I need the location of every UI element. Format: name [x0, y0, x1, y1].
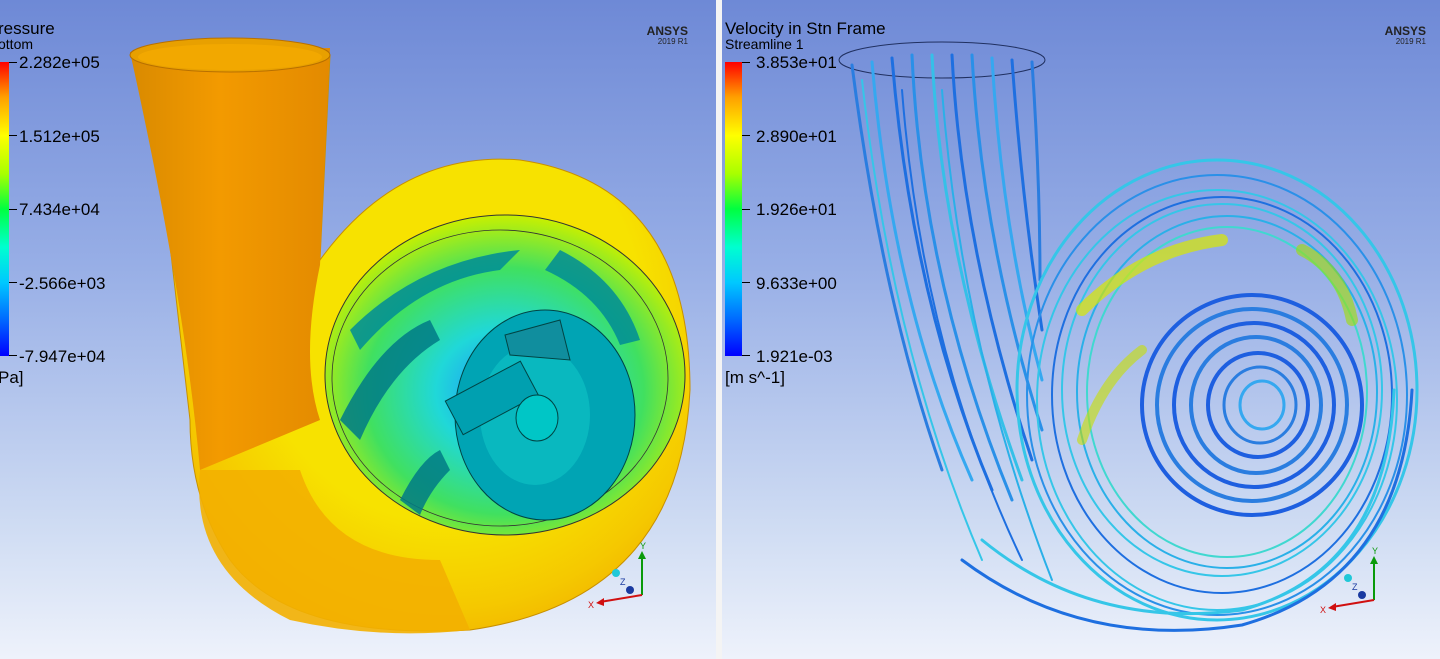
svg-text:Y: Y — [640, 541, 646, 551]
legend-label-min: -7.947e+04 — [19, 347, 106, 366]
legend-subtitle: Streamline 1 — [725, 36, 804, 52]
legend-label-3: 7.434e+04 — [19, 200, 100, 219]
panel-divider[interactable] — [716, 0, 722, 659]
legend-label-min: 1.921e-03 — [756, 347, 833, 366]
legend-label-4: 9.633e+00 — [756, 274, 837, 293]
pump-streamline-model: Y X Z — [838, 41, 1419, 632]
pressure-viewport[interactable]: Y X Z ressure ottom 2.282e+05 1.512e+05 … — [0, 0, 716, 659]
ansys-logo: ANSYS 2019 R1 — [1384, 24, 1426, 46]
ansys-logo: ANSYS 2019 R1 — [646, 24, 688, 46]
svg-text:Y: Y — [1372, 546, 1378, 556]
legend-unit: [m s^-1] — [725, 368, 785, 387]
velocity-viewport[interactable]: Y X Z Velocity in Stn Frame Streamline 1… — [722, 0, 1440, 659]
velocity-colorbar — [725, 62, 742, 356]
svg-text:Z: Z — [620, 577, 626, 587]
legend-label-2: 2.890e+01 — [756, 127, 837, 146]
svg-text:Z: Z — [1352, 582, 1358, 592]
svg-text:X: X — [1320, 605, 1326, 615]
pump-pressure-model: Y X Z — [129, 37, 691, 634]
legend-unit: Pa] — [0, 368, 24, 387]
legend-title: ressure — [0, 19, 55, 38]
axis-triad: Y X Z — [588, 541, 646, 610]
legend-label-max: 2.282e+05 — [19, 53, 100, 72]
legend-subtitle: ottom — [0, 36, 34, 52]
svg-text:X: X — [588, 600, 594, 610]
pressure-colorbar — [0, 62, 9, 356]
legend-label-3: 1.926e+01 — [756, 200, 837, 219]
legend-title: Velocity in Stn Frame — [725, 19, 886, 38]
legend-label-4: -2.566e+03 — [19, 274, 106, 293]
legend-label-2: 1.512e+05 — [19, 127, 100, 146]
legend-label-max: 3.853e+01 — [756, 53, 837, 72]
axis-triad: Y X Z — [1320, 546, 1378, 615]
